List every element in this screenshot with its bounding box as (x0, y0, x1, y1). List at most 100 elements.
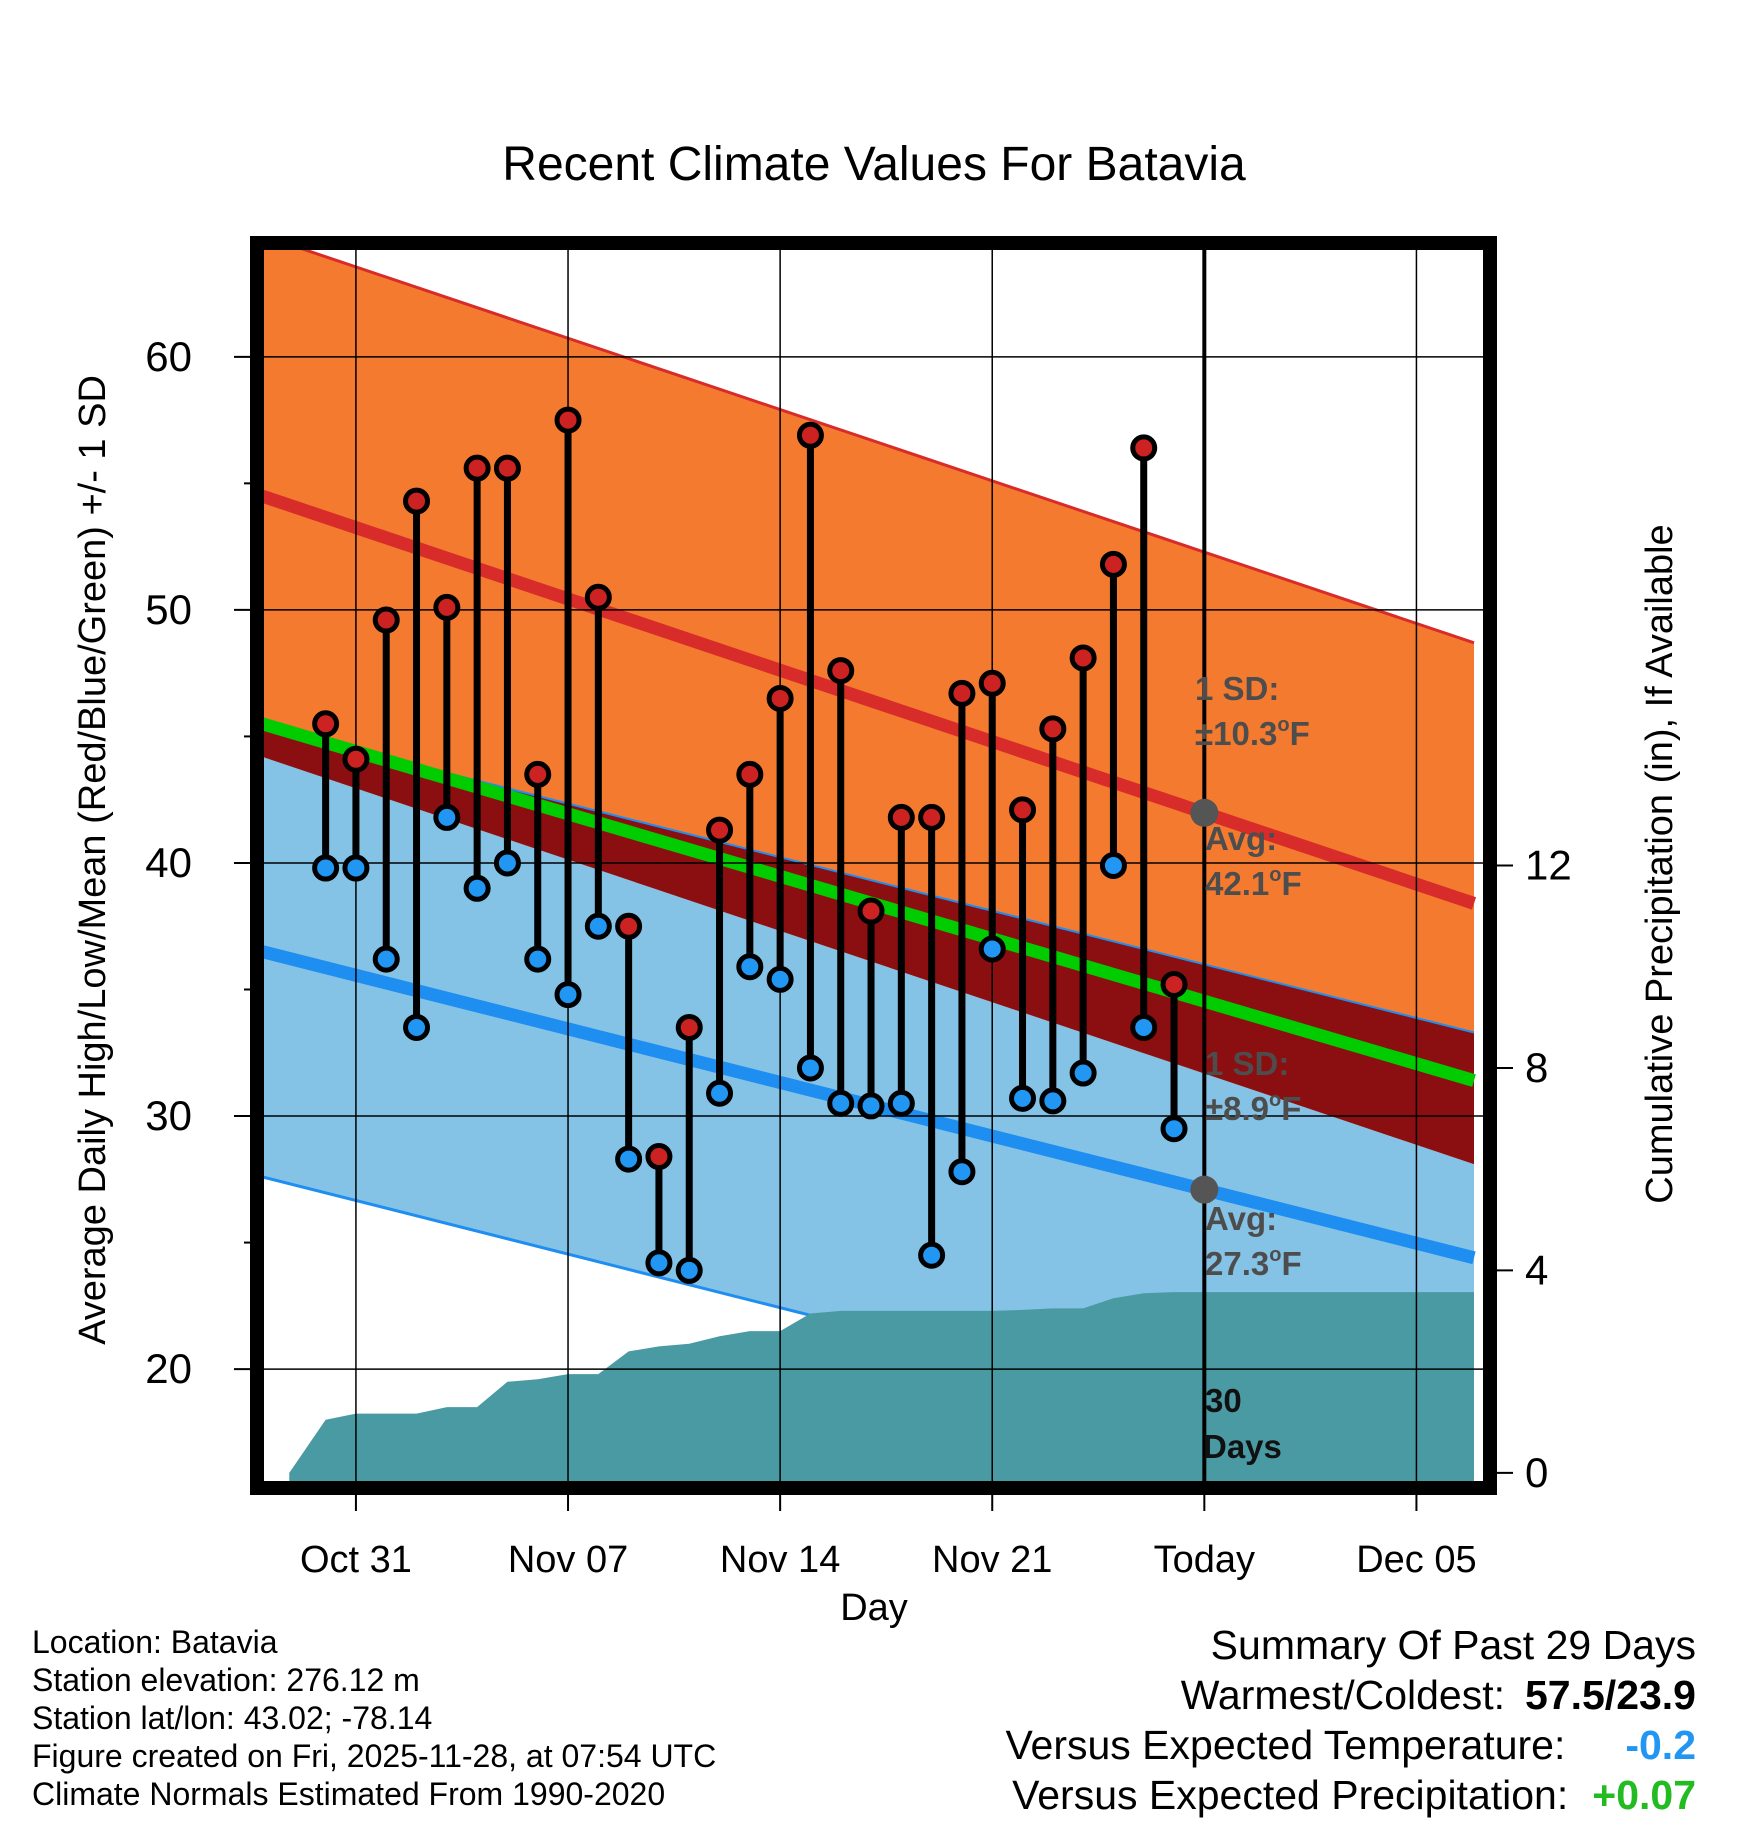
obs-high-point (1160, 970, 1188, 998)
degree-sup: o (1269, 1089, 1281, 1111)
summary-panel: Summary Of Past 29 Days Warmest/Coldest:… (1005, 1620, 1696, 1820)
high-sd-label: 1 SD: (1195, 670, 1279, 707)
obs-low-point (1009, 1084, 1037, 1112)
obs-high-point (554, 406, 582, 434)
obs-low-point (433, 803, 461, 831)
obs-low-point (554, 981, 582, 1009)
temp-row: Versus Expected Temperature: -0.2 (1005, 1720, 1696, 1770)
y-tick-label: 40 (145, 839, 192, 886)
x-tick-label: Nov 07 (508, 1539, 628, 1581)
normal-high-line (262, 489, 1477, 910)
obs-high-point (675, 1013, 703, 1041)
f-unit: F (1281, 865, 1301, 902)
obs-low-point (1130, 1013, 1158, 1041)
high-sd-value: ±10.3 (1195, 715, 1277, 752)
obs-high-point (493, 454, 521, 482)
obs-low-point (342, 854, 370, 882)
today-high-normal-marker (1190, 798, 1219, 827)
obs-low-point (584, 912, 612, 940)
obs-low-point (706, 1079, 734, 1107)
obs-high-point (524, 760, 552, 788)
days-count: 30 (1205, 1382, 1242, 1419)
obs-high-point (978, 669, 1006, 697)
y-tick-label: 20 (145, 1345, 192, 1392)
obs-low-point (796, 1054, 824, 1082)
low-avg-label: Avg: (1205, 1200, 1277, 1237)
temp-value: -0.2 (1625, 1722, 1696, 1768)
obs-high-point (1099, 550, 1127, 578)
y-tick-label: 30 (145, 1092, 192, 1139)
low-sd-value-annotation: ±8.9oF (1205, 1089, 1301, 1127)
obs-low-point (978, 935, 1006, 963)
summary-title: Summary Of Past 29 Days (1210, 1622, 1696, 1668)
temp-label: Versus Expected Temperature: (1005, 1722, 1566, 1768)
obs-high-point (403, 487, 431, 515)
obs-low-point (312, 854, 340, 882)
obs-high-point (584, 583, 612, 611)
y2-tick-label: 8 (1525, 1044, 1548, 1091)
obs-low-point (1160, 1115, 1188, 1143)
low-avg-value-annotation: 27.3oF (1205, 1244, 1302, 1282)
y-tick-label: 50 (145, 586, 192, 633)
precip-row: Versus Expected Precipitation: +0.07 (1005, 1770, 1696, 1820)
obs-low-point (736, 953, 764, 981)
y-axis-label: Average Daily High/Low/Mean (Red/Blue/Gr… (72, 375, 114, 1345)
obs-low-point (372, 945, 400, 973)
days-label: Days (1203, 1428, 1282, 1465)
created-text: Figure created on Fri, 2025-11-28, at 07… (32, 1738, 717, 1774)
obs-low-point (493, 849, 521, 877)
obs-high-point (1069, 644, 1097, 672)
high-avg-annotation: Avg: (1205, 820, 1277, 857)
x-tick-label: Nov 21 (932, 1539, 1052, 1581)
precip-area (289, 1292, 1474, 1483)
obs-low-point (615, 1145, 643, 1173)
low-avg-value: 27.3 (1205, 1245, 1269, 1282)
today-low-normal-marker (1190, 1175, 1219, 1204)
x-tick-label: Oct 31 (300, 1539, 412, 1581)
high-avg-value-annotation: 42.1oF (1205, 864, 1302, 902)
obs-low-point (918, 1241, 946, 1269)
obs-high-point (433, 593, 461, 621)
y2-tick-label: 0 (1525, 1449, 1548, 1496)
y-tick-label: 60 (145, 333, 192, 380)
obs-high-point (372, 606, 400, 634)
high-avg-label: Avg: (1205, 820, 1277, 857)
location-text: Location: Batavia (32, 1624, 278, 1660)
obs-low-point (1099, 852, 1127, 879)
obs-low-point (645, 1249, 673, 1277)
obs-high-point (463, 454, 491, 482)
obs-low-point (766, 965, 794, 993)
obs-high-point (312, 710, 340, 738)
obs-low-point (948, 1158, 976, 1186)
obs-low-point (403, 1013, 431, 1041)
high-upper-edge (294, 248, 1475, 645)
obs-high-point (766, 684, 794, 712)
obs-low-point (1069, 1059, 1097, 1087)
y2-axis-label: Cumulative Precipitation (in), If Availa… (1639, 524, 1681, 1203)
high-sd-value-annotation: ±10.3oF (1195, 714, 1310, 752)
days-count-annotation: 30 (1205, 1382, 1242, 1419)
f-unit: F (1281, 1090, 1301, 1127)
warm-cold-row: Warmest/Coldest: 57.5/23.9 (1005, 1670, 1696, 1720)
station-info: Location: Batavia Station elevation: 276… (32, 1623, 716, 1813)
obs-high-point (948, 679, 976, 707)
obs-high-point (1039, 715, 1067, 743)
low-sd-value: ±8.9 (1205, 1090, 1269, 1127)
precip-label: Versus Expected Precipitation: (1012, 1772, 1569, 1818)
obs-high-point (706, 816, 734, 844)
x-axis-label: Day (840, 1587, 908, 1629)
days-label-annotation: Days (1203, 1428, 1282, 1465)
obs-high-point (887, 803, 915, 831)
obs-high-point (1130, 434, 1158, 462)
y2-tick-label: 4 (1525, 1246, 1548, 1293)
obs-high-point (645, 1143, 673, 1171)
obs-low-point (827, 1089, 855, 1117)
chart-title: Recent Climate Values For Batavia (502, 138, 1246, 191)
obs-low-point (524, 945, 552, 973)
low-avg-annotation: Avg: (1205, 1200, 1277, 1237)
normals-text: Climate Normals Estimated From 1990-2020 (32, 1776, 666, 1812)
obs-low-point (463, 874, 491, 902)
x-tick-label: Today (1154, 1539, 1255, 1581)
obs-high-point (918, 803, 946, 831)
obs-low-point (675, 1256, 703, 1284)
